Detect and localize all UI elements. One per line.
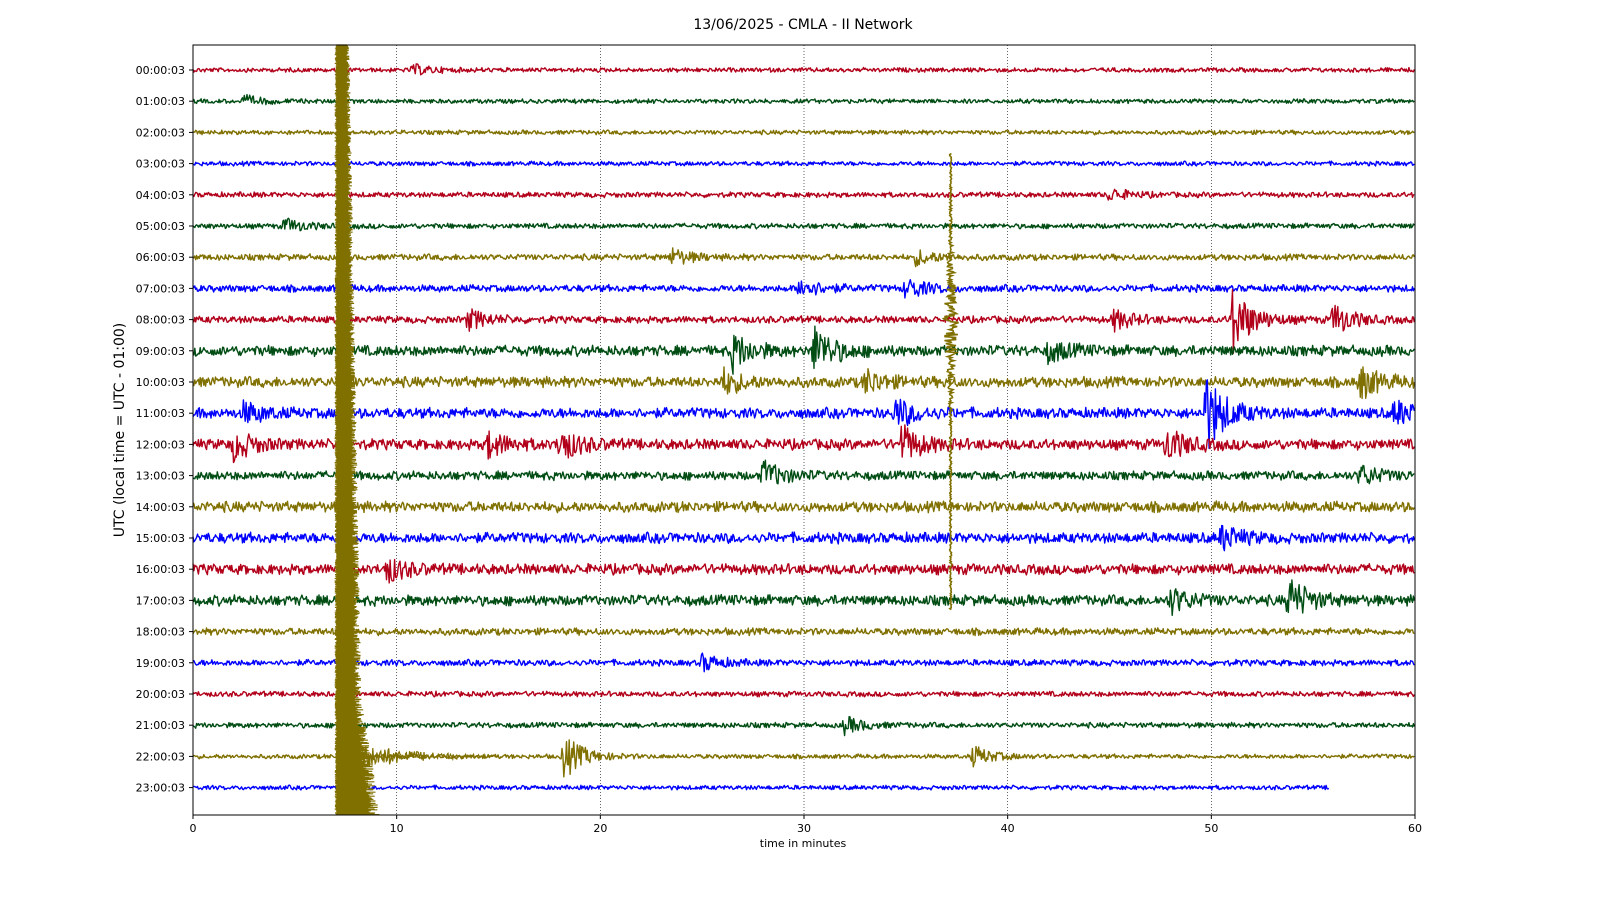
x-tick-label: 20 bbox=[593, 822, 607, 835]
y-tick-label: 14:00:03 bbox=[136, 501, 185, 514]
y-tick-label: 01:00:03 bbox=[136, 95, 185, 108]
seismic-trace-200003 bbox=[192, 690, 1415, 698]
seismic-trace-050003 bbox=[192, 217, 1415, 232]
seismic-trace-060003 bbox=[192, 247, 1415, 268]
seismic-trace-230003 bbox=[192, 784, 1330, 791]
x-axis-label: time in minutes bbox=[760, 837, 847, 850]
seismic-trace-000003 bbox=[192, 63, 1415, 76]
x-tick-label: 10 bbox=[390, 822, 404, 835]
y-tick-label: 22:00:03 bbox=[136, 750, 185, 763]
y-tick-label: 03:00:03 bbox=[136, 158, 185, 171]
grid-layer bbox=[396, 45, 1212, 815]
y-tick-label: 10:00:03 bbox=[136, 376, 185, 389]
x-tick-label: 50 bbox=[1204, 822, 1218, 835]
secondary-earthquake-trace bbox=[941, 152, 960, 611]
y-tick-labels: 00:00:03 01:00:03 02:00:03 03:00:03 04:00:03… bbox=[136, 64, 193, 795]
chart-title: 13/06/2025 - CMLA - II Network bbox=[693, 17, 913, 33]
trace-layer bbox=[192, 63, 1415, 791]
seismic-trace-070003 bbox=[192, 279, 1415, 299]
x-tick-label: 0 bbox=[190, 822, 197, 835]
y-tick-label: 16:00:03 bbox=[136, 563, 185, 576]
seismic-trace-160003 bbox=[192, 558, 1415, 584]
y-tick-label: 13:00:03 bbox=[136, 470, 185, 483]
y-tick-label: 09:00:03 bbox=[136, 345, 185, 358]
seismic-trace-020003 bbox=[192, 129, 1415, 136]
x-tick-label: 60 bbox=[1408, 822, 1422, 835]
y-tick-label: 23:00:03 bbox=[136, 782, 185, 795]
seismic-trace-190003 bbox=[192, 652, 1415, 673]
seismic-trace-150003 bbox=[192, 524, 1415, 552]
y-tick-label: 19:00:03 bbox=[136, 657, 185, 670]
x-tick-labels: 0 10 20 30 40 50 60 bbox=[190, 815, 1422, 835]
secondary-earthquake-line bbox=[941, 152, 960, 611]
seismic-trace-080003 bbox=[192, 289, 1415, 354]
seismic-trace-010003 bbox=[192, 93, 1415, 106]
seismic-trace-040003 bbox=[192, 188, 1415, 201]
seismic-trace-030003 bbox=[192, 160, 1415, 167]
y-tick-label: 18:00:03 bbox=[136, 626, 185, 639]
y-tick-label: 07:00:03 bbox=[136, 282, 185, 295]
y-tick-label: 06:00:03 bbox=[136, 251, 185, 264]
large-earthquake-coda bbox=[357, 745, 499, 767]
y-tick-label: 08:00:03 bbox=[136, 314, 185, 327]
seismic-trace-090003 bbox=[192, 325, 1415, 375]
large-earthquake-trace bbox=[334, 44, 499, 816]
y-tick-label: 20:00:03 bbox=[136, 688, 185, 701]
seismic-trace-210003 bbox=[192, 716, 1415, 737]
y-tick-label: 00:00:03 bbox=[136, 64, 185, 77]
seismic-trace-130003 bbox=[192, 459, 1415, 485]
y-axis-label: UTC (local time = UTC - 01:00) bbox=[112, 323, 128, 538]
event-layer bbox=[334, 44, 960, 816]
seismic-trace-100003 bbox=[192, 366, 1415, 400]
seismic-trace-110003 bbox=[192, 379, 1415, 450]
y-tick-label: 04:00:03 bbox=[136, 189, 185, 202]
seismic-trace-170003 bbox=[192, 579, 1415, 616]
y-tick-label: 15:00:03 bbox=[136, 532, 185, 545]
seismic-trace-180003 bbox=[192, 627, 1415, 637]
y-tick-label: 21:00:03 bbox=[136, 719, 185, 732]
y-tick-label: 17:00:03 bbox=[136, 594, 185, 607]
seismic-trace-120003 bbox=[192, 424, 1415, 464]
x-tick-label: 40 bbox=[1001, 822, 1015, 835]
seismic-trace-140003 bbox=[192, 500, 1415, 514]
y-tick-label: 11:00:03 bbox=[136, 407, 185, 420]
y-tick-label: 05:00:03 bbox=[136, 220, 185, 233]
x-tick-label: 30 bbox=[797, 822, 811, 835]
y-tick-label: 12:00:03 bbox=[136, 438, 185, 451]
y-tick-label: 02:00:03 bbox=[136, 126, 185, 139]
